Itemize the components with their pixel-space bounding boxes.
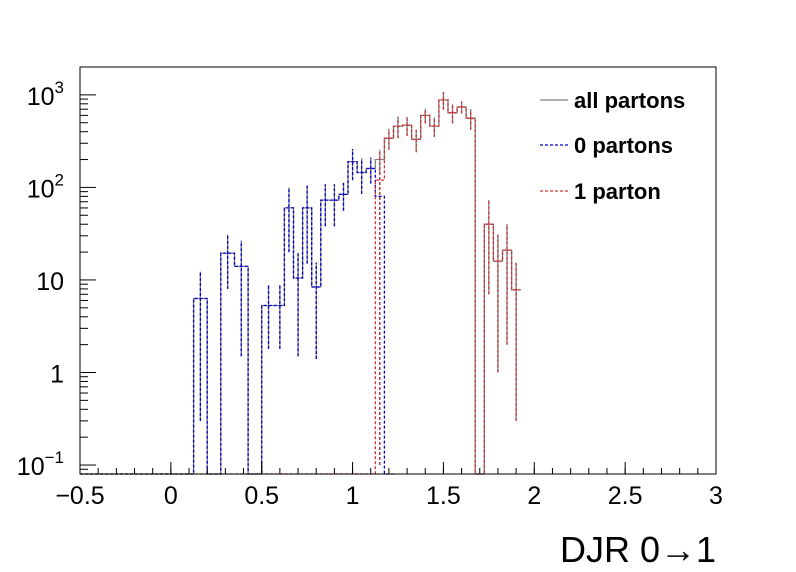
x-tick-label: 2 bbox=[527, 482, 541, 510]
legend-label-all-partons: all partons bbox=[574, 88, 685, 113]
legend: all partons 0 partons 1 parton bbox=[540, 88, 685, 204]
plot-frame bbox=[79, 66, 717, 475]
x-tick-label: 0 bbox=[164, 482, 178, 510]
y-tick-label: 10−1 bbox=[17, 448, 64, 481]
y-tick-label: 102 bbox=[27, 170, 64, 203]
legend-label-0-partons: 0 partons bbox=[574, 133, 673, 158]
y-tick-label: 1 bbox=[50, 360, 64, 388]
legend-label-1-parton: 1 parton bbox=[574, 179, 661, 204]
x-tick-label: 3 bbox=[709, 482, 723, 510]
y-axis: 10−1 1 10 102 103 bbox=[17, 66, 96, 481]
x-tick-label: 1 bbox=[346, 482, 360, 510]
y-tick-label: 10 bbox=[36, 268, 64, 296]
x-tick-label: 0.5 bbox=[244, 482, 279, 510]
x-tick-label: 2.5 bbox=[608, 482, 643, 510]
x-tick-label: −0.5 bbox=[55, 482, 104, 510]
x-tick-label: 1.5 bbox=[426, 482, 461, 510]
x-axis: −0.5 0 0.5 1 1.5 2 2.5 3 bbox=[55, 462, 723, 510]
series-line-0-partons bbox=[80, 160, 394, 475]
y-tick-label: 103 bbox=[27, 78, 64, 111]
x-axis-title: DJR 0→1 bbox=[560, 529, 716, 570]
